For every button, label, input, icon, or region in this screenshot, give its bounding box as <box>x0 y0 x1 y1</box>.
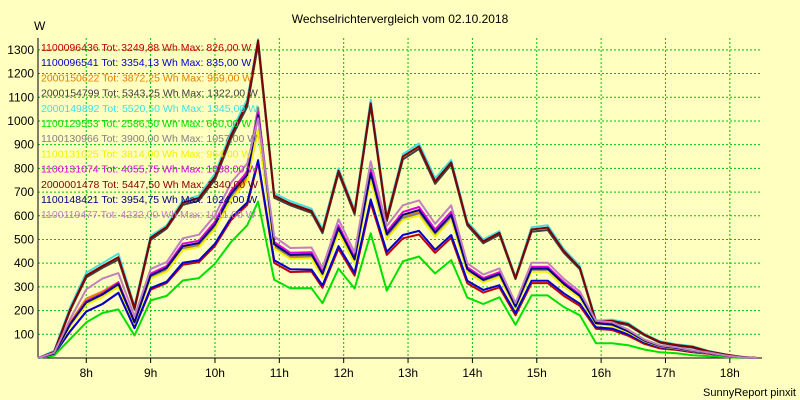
y-tick-label: 1000 <box>7 114 34 128</box>
y-tick-label: 500 <box>14 232 34 246</box>
legend-entry: 2000150622 Tot: 3872,25 Wh Max: 959,00 W <box>41 72 252 84</box>
x-tick-label: 17h <box>655 366 675 380</box>
legend-entry: 1100096436 Tot: 3249,88 Wh Max: 826,00 W <box>41 42 251 54</box>
x-tick-label: 16h <box>591 366 611 380</box>
y-tick-label: 1300 <box>7 43 34 57</box>
legend: 1100096436 Tot: 3249,88 Wh Max: 826,00 W… <box>41 42 258 221</box>
axes <box>37 38 762 363</box>
legend-entry: 1100096541 Tot: 3354,13 Wh Max: 835,00 W <box>41 57 251 69</box>
legend-entry: 1100131025 Tot: 3814,00 Wh Max: 964,00 W <box>41 148 251 160</box>
x-tick-label: 18h <box>720 366 740 380</box>
y-tick-label: 1200 <box>7 67 34 81</box>
y-tick-label: 300 <box>14 280 34 294</box>
series-line-1100148421 <box>37 114 757 359</box>
series-lines <box>37 38 757 359</box>
y-tick-label: 200 <box>14 304 34 318</box>
legend-entry: 1100148421 Tot: 3954,75 Wh Max: 1024,00 … <box>41 194 257 206</box>
x-tick-label: 12h <box>334 366 354 380</box>
y-tick-label: 900 <box>14 138 34 152</box>
legend-entry: 1100131074 Tot: 4055,75 Wh Max: 1038,00 … <box>41 164 257 176</box>
series-line-1100119477 <box>37 117 757 359</box>
series-line-1100096436 <box>37 161 757 359</box>
x-axis-ticks: 8h 9h 10h 11h 12h 13h 14h 15h 16h 17h 18h <box>80 366 740 380</box>
grid <box>38 38 762 358</box>
x-tick-label: 10h <box>205 366 225 380</box>
y-axis-ticks: 100 200 300 400 500 600 700 800 900 1000 1100 1200 1… <box>7 43 34 341</box>
footer-credit: SunnyReport pinxit <box>703 387 796 399</box>
y-tick-label: 100 <box>14 327 34 341</box>
legend-entry: 2000001478 Tot: 5447,50 Wh Max: 1340,00 … <box>41 179 258 191</box>
y-tick-label: 400 <box>14 256 34 270</box>
y-tick-label: 800 <box>14 161 34 175</box>
y-tick-label: 1100 <box>8 90 34 104</box>
series-line-2000001478 <box>37 39 757 359</box>
y-axis-unit: W <box>34 19 46 33</box>
series-line-1100096541 <box>37 159 757 359</box>
x-tick-label: 14h <box>462 366 482 380</box>
legend-entry: 2000154799 Tot: 5343,25 Wh Max: 1322,00 … <box>41 88 258 100</box>
x-tick-label: 9h <box>144 366 157 380</box>
y-tick-label: 700 <box>14 185 34 199</box>
series-line-1100129553 <box>37 200 757 359</box>
chart-title: Wechselrichtervergleich vom 02.10.2018 <box>292 12 509 26</box>
legend-entry: 1100130966 Tot: 3900,00 Wh Max: 1057,00 … <box>41 133 257 145</box>
x-tick-label: 8h <box>80 366 93 380</box>
plot-area <box>38 38 762 358</box>
x-tick-label: 15h <box>527 366 547 380</box>
x-tick-label: 11h <box>270 366 289 380</box>
legend-entry: 1100129553 Tot: 2586,50 Wh Max: 660,00 W <box>41 118 251 130</box>
y-tick-label: 600 <box>14 209 34 223</box>
legend-entry: 2000149892 Tot: 5520,50 Wh Max: 1345,00 … <box>41 103 258 115</box>
x-tick-label: 13h <box>398 366 418 380</box>
legend-entry: 1100119477 Tot: 4232,00 Wh Max: 1011,00 … <box>41 209 256 221</box>
